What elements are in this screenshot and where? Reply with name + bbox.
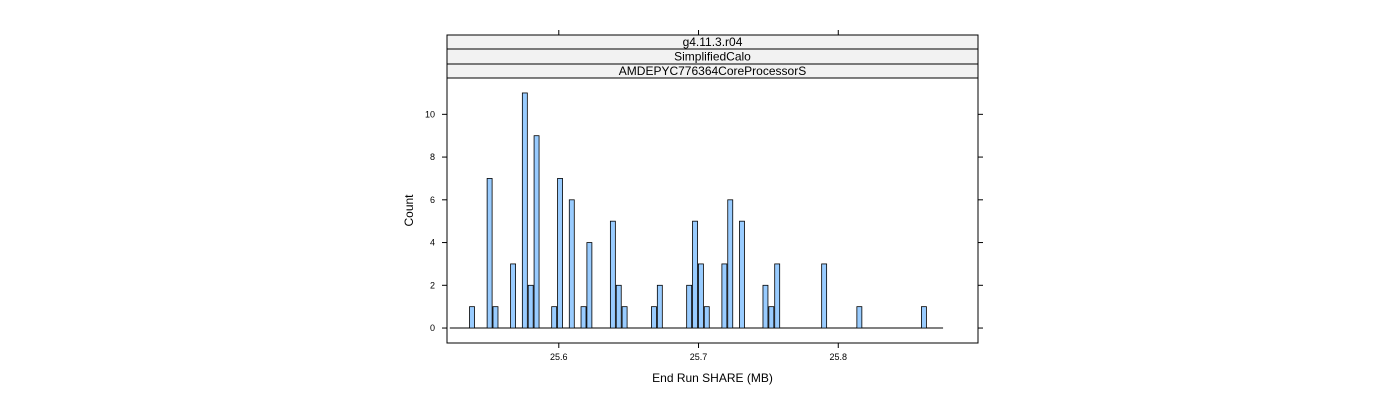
histogram-bar xyxy=(762,284,769,329)
y-tick-label-4: 8 xyxy=(430,152,435,162)
histogram-bar xyxy=(615,284,622,329)
y-tick-label-1: 2 xyxy=(430,280,435,290)
histogram-bar xyxy=(551,306,558,329)
strip-group: g4.11.3.r04 SimplifiedCalo AMDEPYC776364… xyxy=(446,34,979,79)
strip-3-label: AMDEPYC776364CoreProcessorS xyxy=(619,64,806,78)
histogram-bar xyxy=(686,284,693,329)
x-tick-label-2: 25.8 xyxy=(829,352,847,362)
x-tick-label-0: 25.6 xyxy=(550,352,568,362)
histogram-bar xyxy=(856,306,863,329)
histogram-bar xyxy=(568,199,575,329)
histogram-bar xyxy=(586,242,593,329)
histogram-bar xyxy=(533,135,540,329)
histogram-bar xyxy=(921,306,927,329)
histogram-bar xyxy=(821,263,828,329)
histogram-bar xyxy=(739,220,745,329)
histogram-bar xyxy=(527,284,534,329)
y-tick-label-3: 6 xyxy=(430,195,435,205)
histogram-bar xyxy=(721,263,728,329)
y-tick-label-0: 0 xyxy=(430,323,435,333)
x-axis-title: End Run SHARE (MB) xyxy=(652,371,773,385)
histogram-bar xyxy=(703,306,710,329)
histogram-bar xyxy=(609,220,616,329)
histogram-bar xyxy=(692,220,698,329)
bars-group xyxy=(449,92,944,329)
histogram-bar xyxy=(510,263,516,329)
histogram-bar xyxy=(521,92,528,329)
histogram-bar xyxy=(492,306,499,329)
axis-ticks: 25.6 25.7 25.8 0 2 4 6 8 10 xyxy=(425,30,983,362)
histogram-bar xyxy=(557,178,563,329)
strip-2-label: SimplifiedCalo xyxy=(674,50,751,64)
histogram-bar xyxy=(469,306,475,329)
histogram-bar xyxy=(698,263,704,329)
histogram-bar xyxy=(486,178,493,329)
y-axis-title: Count xyxy=(402,194,416,227)
histogram-bar xyxy=(727,199,734,329)
x-tick-label-1: 25.7 xyxy=(690,352,708,362)
y-tick-label-2: 4 xyxy=(430,238,435,248)
histogram-bar xyxy=(580,306,587,329)
y-tick-label-5: 10 xyxy=(425,109,435,119)
plot-panel xyxy=(446,77,979,344)
histogram-bar xyxy=(651,306,657,329)
histogram-bar xyxy=(656,284,663,329)
histogram-bar xyxy=(621,306,628,329)
strip-1-label: g4.11.3.r04 xyxy=(683,35,743,49)
histogram-bar xyxy=(768,306,775,329)
histogram-bar xyxy=(774,263,781,329)
